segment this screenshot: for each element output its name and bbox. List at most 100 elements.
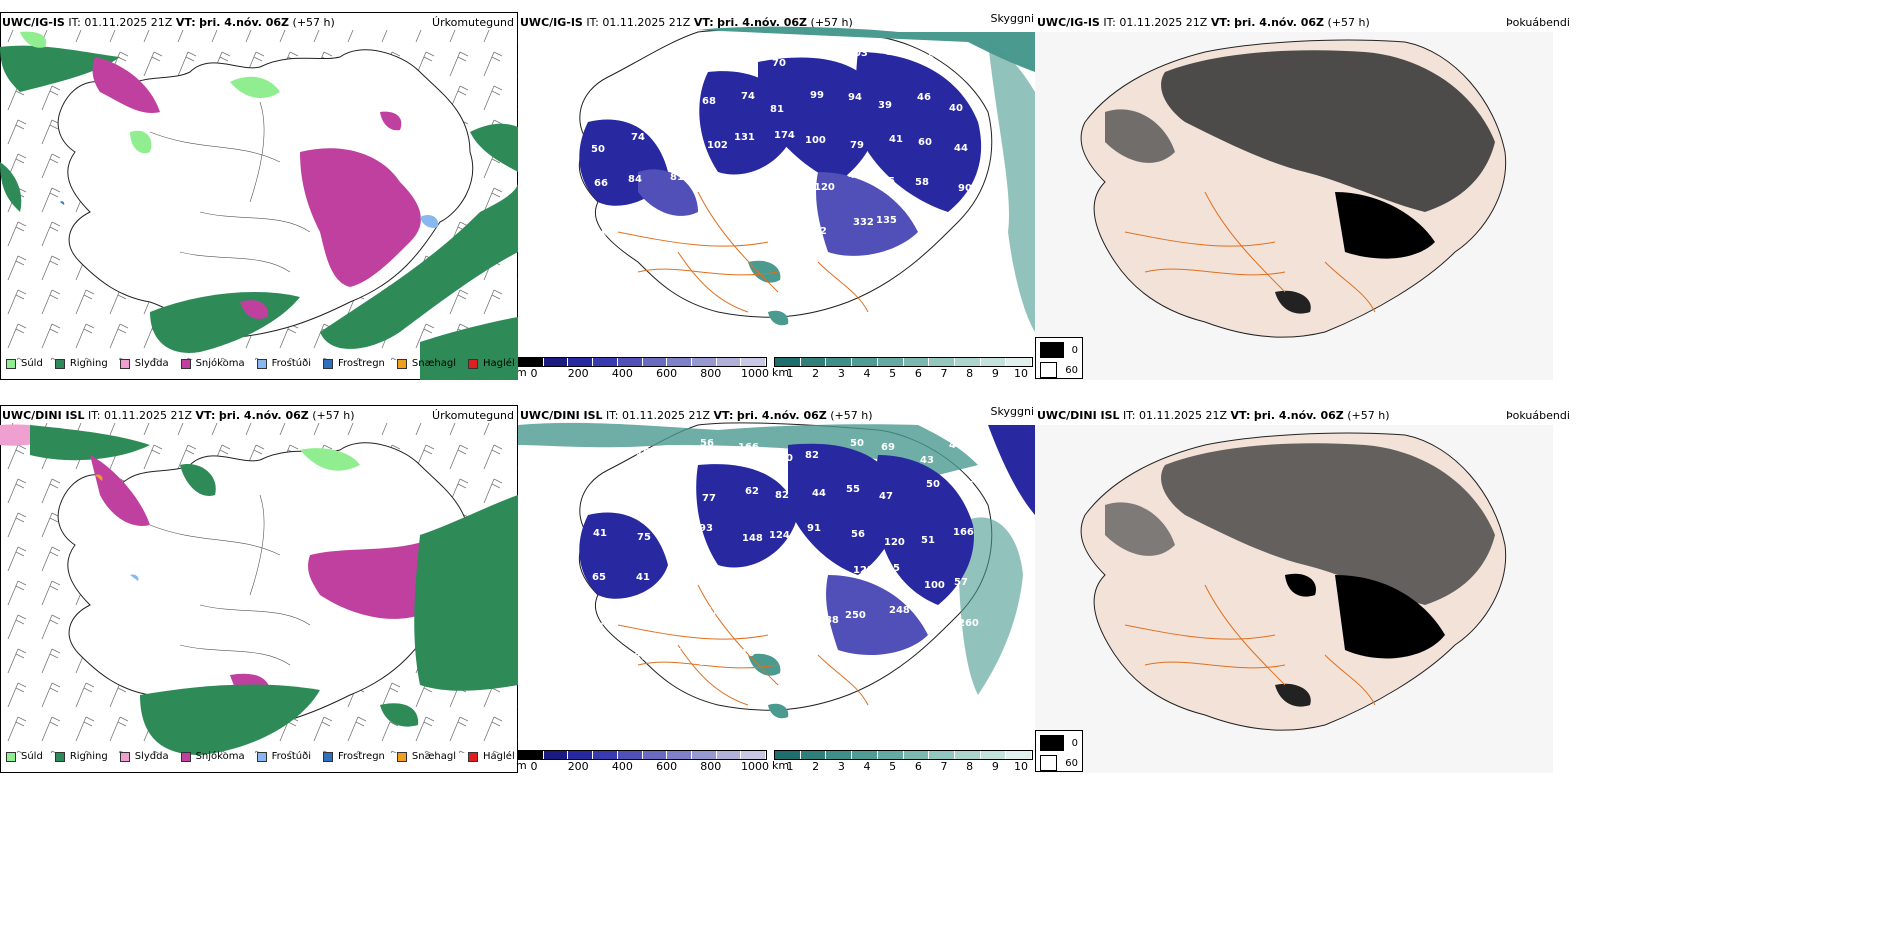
- colorbar-swatch: [741, 358, 767, 366]
- peak-value-label: 114: [706, 575, 727, 586]
- peak-value-label: 94: [848, 92, 862, 103]
- peak-value-label: 51: [806, 576, 820, 587]
- peak-value-label: 113: [625, 481, 646, 492]
- fog-legend-item: 60: [1040, 755, 1078, 771]
- colorbar-tick-label: 2: [812, 760, 820, 773]
- peak-value-label: 50: [591, 144, 605, 155]
- colorbar-swatch: [877, 751, 904, 759]
- peak-value-label: 120: [814, 182, 835, 193]
- peak-value-label: 89: [740, 51, 754, 62]
- peak-value-label: 74: [631, 132, 645, 143]
- colorbar-ticks: 0 200 400 600 800 1000: [518, 367, 770, 380]
- panel-type-label: Þokuábendi: [1506, 409, 1570, 422]
- colorbar-tick-label: 0: [530, 367, 538, 380]
- panel-type-label: Úrkomutegund: [432, 409, 514, 422]
- legend-swatch: [6, 358, 16, 369]
- peak-value-label: 90: [958, 183, 972, 194]
- legend-item: Rigning: [54, 751, 108, 762]
- peak-value-label: 942: [595, 54, 616, 65]
- colorbar-tick-label: 200: [567, 367, 589, 380]
- colorbar-unit: m: [518, 759, 527, 772]
- colorbar-tick-label: 1: [786, 760, 794, 773]
- colorbar-ticks: 1 2 3 4 5 6 7 8 9 10: [774, 367, 1033, 380]
- peak-value-label: 81: [770, 104, 784, 115]
- precip-map: [0, 423, 518, 755]
- peak-value-label: 40: [949, 103, 963, 114]
- legend-item: Rigning: [54, 358, 108, 369]
- peak-value-label: 40: [949, 440, 963, 451]
- peak-value-label: 260: [958, 618, 979, 629]
- peak-value-label: 68: [702, 96, 716, 107]
- legend-swatch: [396, 751, 407, 762]
- peak-value-label: 361: [634, 652, 655, 663]
- colorbar-swatch: [980, 358, 1007, 366]
- peak-value-label: 90: [668, 135, 682, 146]
- peak-value-label: 263: [957, 228, 978, 239]
- colorbar-tick-label: 1000: [741, 367, 769, 380]
- peak-value-label: 81: [670, 172, 684, 183]
- peak-value-label: 66: [594, 178, 608, 189]
- colorbar-tick-label: 400: [611, 367, 633, 380]
- peak-value-label: 43: [950, 45, 964, 56]
- colorbar-swatch: [642, 751, 668, 759]
- colorbar-swatch: [519, 358, 544, 366]
- peak-values-top: 942 745 978 98 89 70 76 103 63 46 43 51 49 57 68 74 81 99…: [591, 45, 978, 241]
- peak-value-label: 80: [700, 184, 714, 195]
- colorbar-tick-label: 1000: [741, 760, 769, 773]
- legend-item: Snjókoma: [180, 358, 245, 369]
- colorbar-swatch: [691, 358, 717, 366]
- peak-value-label: 148: [742, 533, 763, 544]
- peak-value-label: 60: [918, 137, 932, 148]
- peak-value-label: 65: [592, 572, 606, 583]
- colorbar-tick-label: 600: [656, 760, 678, 773]
- colorbar-tick-label: 6: [914, 367, 922, 380]
- colorbar-tick-label: 3: [837, 760, 845, 773]
- colorbar-tick-label: 4: [863, 367, 871, 380]
- legend-item: Haglél: [468, 358, 515, 369]
- colorbar-swatch: [593, 751, 618, 759]
- colorbar-swatch: [775, 358, 801, 366]
- peak-value-label: 80: [779, 453, 793, 464]
- panel-type-label: Skyggni: [990, 405, 1034, 418]
- legend-item: Frostúði: [256, 358, 311, 369]
- colorbar-tick-label: 1: [786, 367, 794, 380]
- colorbar-tick-label: 6: [914, 760, 922, 773]
- peak-values-bottom: 149 168 276 56 166 80 82 50 69 43 40 57 113 105 77 62 82…: [589, 438, 979, 675]
- visibility-map: 942 745 978 98 89 70 76 103 63 46 43 51 49 57 68 74 81 99…: [578, 26, 1035, 332]
- colorbar-swatch: [929, 751, 955, 759]
- legend-item: Slydda: [119, 751, 169, 762]
- colorbar-tick-label: 2: [812, 367, 820, 380]
- colorbar-swatch: [877, 358, 904, 366]
- peak-value-label: 57: [954, 577, 968, 588]
- peak-value-label: 82: [805, 450, 819, 461]
- height-colorbar-bottom: 0 200 400 600 800 1000 m: [518, 750, 769, 773]
- peak-value-label: 44: [592, 229, 606, 240]
- peak-value-label: 190: [741, 612, 762, 623]
- peak-value-label: 149: [598, 447, 619, 458]
- colorbar-swatch: [543, 358, 569, 366]
- fog-legend-item: 0: [1040, 735, 1078, 751]
- colorbar-tick-label: 200: [567, 760, 589, 773]
- legend-item: Slydda: [119, 358, 169, 369]
- peak-value-label: 69: [775, 577, 789, 588]
- peak-value-label: 250: [845, 610, 866, 621]
- colorbar-swatch: [826, 358, 853, 366]
- peak-value-label: 323: [779, 657, 800, 668]
- colorbar-swatches: [774, 357, 1033, 367]
- colorbar-swatch: [1006, 751, 1033, 759]
- legend-swatch: [180, 751, 191, 762]
- legend-swatch: [256, 358, 267, 369]
- peak-value-label: 57: [673, 89, 687, 100]
- peak-value-label: 288: [818, 615, 839, 626]
- peak-value-label: 58: [915, 177, 929, 188]
- legend-item: Súld: [6, 751, 43, 762]
- legend-swatch: [468, 358, 479, 369]
- peak-value-label: 100: [805, 135, 826, 146]
- peak-value-label: 41: [636, 572, 650, 583]
- legend-swatch: [119, 358, 130, 369]
- colorbar-tick-label: 7: [940, 367, 948, 380]
- visibility-panel-bottom: UWC/DINI ISL IT: 01.11.2025 21Z VT: þri.…: [518, 405, 1035, 773]
- fog-legend-top: 0 60: [1035, 337, 1083, 379]
- peak-value-label: 55: [881, 176, 895, 187]
- peak-value-label: 157: [698, 606, 719, 617]
